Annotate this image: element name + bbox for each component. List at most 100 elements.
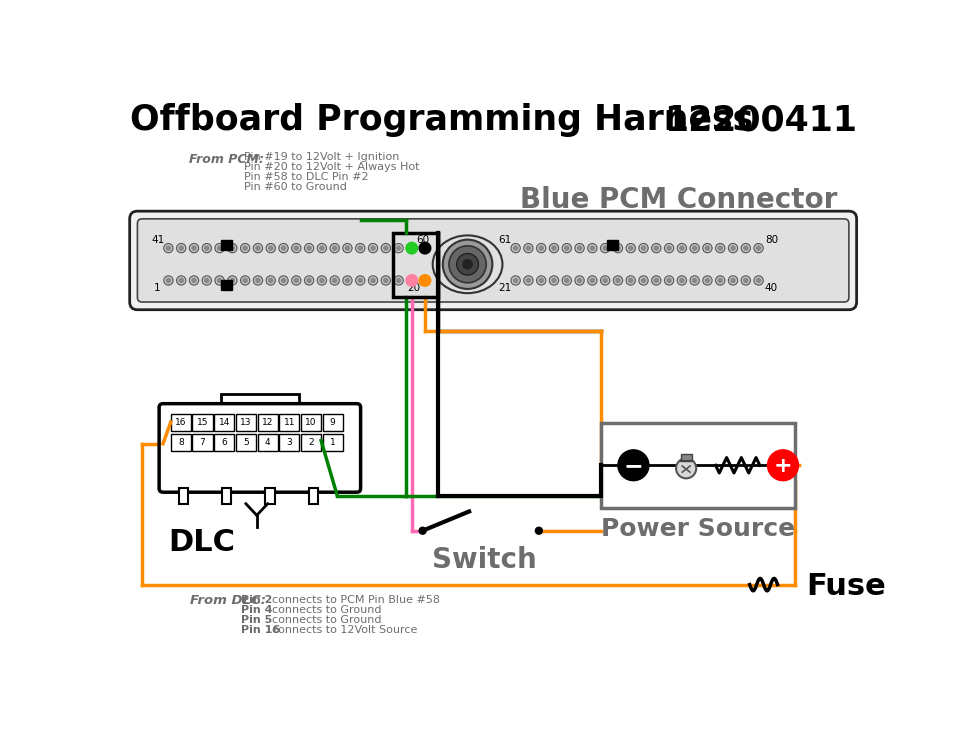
Circle shape	[332, 246, 337, 250]
FancyBboxPatch shape	[138, 219, 848, 302]
Circle shape	[539, 279, 543, 282]
Bar	[607, 240, 618, 250]
Text: 60: 60	[416, 235, 429, 245]
Circle shape	[587, 243, 597, 253]
Circle shape	[190, 243, 198, 253]
Circle shape	[167, 246, 170, 250]
Text: 10: 10	[305, 418, 317, 427]
Circle shape	[549, 276, 559, 285]
Circle shape	[227, 243, 237, 253]
Circle shape	[266, 243, 275, 253]
Circle shape	[215, 276, 224, 285]
Circle shape	[443, 240, 492, 289]
Text: 41: 41	[151, 235, 165, 245]
Text: 7: 7	[199, 438, 205, 447]
Circle shape	[718, 279, 722, 282]
Circle shape	[664, 243, 674, 253]
Circle shape	[754, 276, 764, 285]
Circle shape	[381, 243, 390, 253]
Circle shape	[292, 243, 301, 253]
Circle shape	[513, 279, 518, 282]
Circle shape	[652, 276, 661, 285]
Circle shape	[371, 246, 376, 250]
Bar	[170, 435, 191, 452]
Text: connects to Ground: connects to Ground	[272, 605, 381, 615]
Circle shape	[449, 246, 486, 283]
Circle shape	[536, 276, 546, 285]
Circle shape	[343, 243, 352, 253]
Text: connects to 12Volt Source: connects to 12Volt Source	[272, 625, 417, 635]
Circle shape	[332, 279, 337, 282]
Circle shape	[266, 276, 275, 285]
Circle shape	[227, 276, 237, 285]
Text: Pin 2: Pin 2	[241, 595, 275, 605]
Circle shape	[575, 276, 585, 285]
Circle shape	[269, 279, 273, 282]
Circle shape	[192, 246, 196, 250]
Text: 8: 8	[178, 438, 184, 447]
Circle shape	[552, 279, 556, 282]
Circle shape	[202, 276, 212, 285]
Bar	[393, 232, 438, 298]
Circle shape	[369, 276, 377, 285]
Circle shape	[281, 246, 286, 250]
Bar	[170, 413, 191, 430]
Circle shape	[406, 276, 416, 285]
Circle shape	[269, 246, 273, 250]
Circle shape	[383, 279, 388, 282]
Bar	[221, 488, 231, 504]
Text: 2: 2	[308, 438, 314, 447]
Circle shape	[731, 246, 735, 250]
Circle shape	[535, 527, 542, 534]
Text: 21: 21	[498, 283, 511, 293]
Circle shape	[383, 246, 388, 250]
Circle shape	[371, 279, 376, 282]
Circle shape	[279, 276, 288, 285]
Circle shape	[718, 246, 722, 250]
Circle shape	[754, 243, 764, 253]
Bar	[279, 435, 299, 452]
Circle shape	[654, 246, 659, 250]
Circle shape	[705, 279, 710, 282]
Text: Blue PCM Connector: Blue PCM Connector	[520, 185, 837, 213]
Circle shape	[641, 279, 645, 282]
Circle shape	[215, 243, 224, 253]
Circle shape	[677, 276, 687, 285]
Circle shape	[346, 279, 350, 282]
Bar	[236, 413, 256, 430]
Bar	[221, 281, 232, 290]
Circle shape	[397, 279, 401, 282]
Circle shape	[419, 527, 426, 534]
Circle shape	[667, 279, 671, 282]
Text: DLC: DLC	[169, 528, 235, 557]
Circle shape	[346, 246, 350, 250]
Text: 12200411: 12200411	[664, 103, 857, 137]
Text: Switch: Switch	[432, 546, 537, 574]
Circle shape	[304, 276, 314, 285]
Bar	[601, 423, 794, 508]
Circle shape	[539, 246, 543, 250]
Text: From PCM:: From PCM:	[189, 153, 264, 166]
Text: 20: 20	[406, 283, 420, 293]
Bar	[178, 488, 188, 504]
Text: 3: 3	[286, 438, 292, 447]
Circle shape	[176, 276, 186, 285]
Circle shape	[716, 243, 725, 253]
Circle shape	[680, 279, 684, 282]
Circle shape	[218, 279, 221, 282]
Circle shape	[230, 246, 234, 250]
Text: 1: 1	[330, 438, 335, 447]
Text: 15: 15	[196, 418, 208, 427]
Text: connects to Ground: connects to Ground	[272, 615, 381, 625]
Circle shape	[603, 279, 608, 282]
Circle shape	[564, 246, 569, 250]
Circle shape	[230, 279, 234, 282]
Circle shape	[742, 243, 750, 253]
Circle shape	[358, 279, 362, 282]
Circle shape	[652, 243, 661, 253]
Circle shape	[677, 243, 687, 253]
Circle shape	[743, 279, 748, 282]
Circle shape	[613, 276, 622, 285]
Bar	[301, 413, 321, 430]
Circle shape	[281, 279, 286, 282]
